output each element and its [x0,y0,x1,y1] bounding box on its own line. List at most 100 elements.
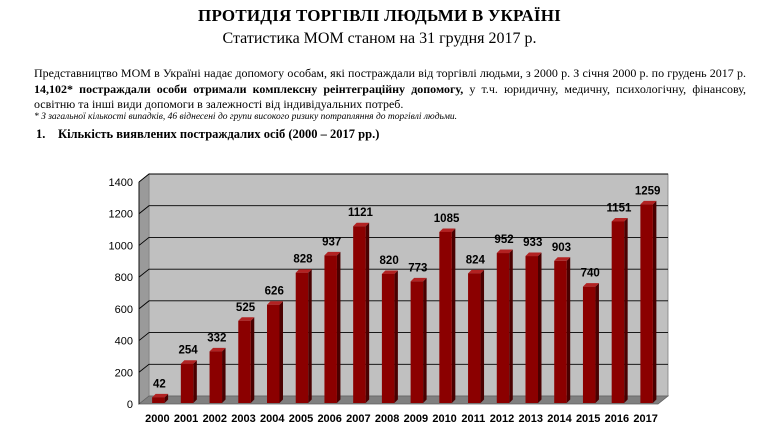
bar-top [209,347,226,352]
gridline [138,332,668,341]
bar-top [381,270,398,274]
bar-top [582,283,599,287]
data-label: 828 [293,254,313,266]
x-tick-label: 2013 [519,413,543,425]
bar [496,253,510,403]
x-tick-label: 2005 [289,413,313,425]
bar [324,255,337,403]
bar [295,272,309,403]
bar [238,320,251,403]
section-title: Кількість виявлених постраждалих осіб (2… [58,127,380,141]
page-title: ПРОТИДІЯ ТОРГІВЛІ ЛЮДЬМИ В УКРАЇНІ [198,6,561,25]
y-tick-label: 600 [115,304,133,316]
chart-side-wall [138,173,150,405]
intro-text-part1: Представництво МОМ в Україні надає допом… [34,66,746,80]
x-tick-label: 2006 [317,413,341,425]
bar [468,273,481,403]
section-number: 1. [36,127,46,141]
bar-top [267,301,283,305]
bar-side [566,257,571,403]
gridline [138,268,668,278]
bar-side [164,393,169,403]
footnote: * З загальної кількості випадків, 46 від… [34,112,458,122]
bar-top [640,200,657,205]
x-tick-label: 2002 [203,413,227,425]
bar [640,204,653,403]
x-tick-label: 2011 [461,413,485,425]
bar-side [250,317,255,403]
bar-side [595,283,599,403]
bar-side [480,269,485,403]
data-label: 1259 [635,185,661,197]
bar-top [496,249,513,254]
data-label: 903 [552,242,571,254]
bar [381,273,395,403]
x-tick-label: 2012 [490,413,514,425]
bar-top [324,251,341,256]
data-label: 254 [178,345,198,357]
bar-side [538,252,542,403]
bar [152,397,165,403]
bar-side [624,217,628,403]
bar-side [193,360,197,403]
data-label: 740 [581,268,600,280]
y-tick-label: 1400 [109,177,133,189]
bar-side [394,270,398,403]
bar [554,260,567,403]
x-tick-label: 2017 [633,413,657,425]
bar-side [336,251,341,403]
data-label: 42 [153,378,166,390]
data-label: 1121 [348,207,374,219]
x-tick-label: 2001 [174,413,198,425]
y-tick-label: 400 [115,336,133,348]
x-tick-label: 2009 [404,413,428,425]
bar-side [509,249,513,403]
bar-top [554,257,571,261]
gridline [138,300,668,310]
gridline [138,205,668,215]
data-label: 820 [380,255,399,267]
bar-top [439,228,456,232]
data-label: 937 [322,236,341,248]
bar-top [611,217,628,222]
y-tick-label: 200 [115,367,133,379]
x-tick-label: 2000 [145,413,169,425]
bar [582,286,596,403]
data-label: 1085 [434,213,460,225]
section-heading: 1. Кількість виявлених постраждалих осіб … [36,127,379,142]
bar-top [525,252,542,257]
x-tick-label: 2016 [605,413,629,425]
bar [611,221,625,403]
y-tick-label: 800 [115,272,133,284]
intro-text-bold: 14,102* постраждали особи отримали компл… [34,81,464,96]
y-tick-label: 1200 [109,209,133,221]
gridline [138,236,668,246]
bar-side [222,347,226,403]
x-tick-label: 2014 [547,413,572,425]
bar-top [238,317,255,321]
data-label: 952 [494,234,513,246]
data-label: 332 [207,332,226,344]
bar [439,231,452,403]
bar [180,363,194,403]
x-tick-label: 2007 [346,413,370,425]
bar-side [308,269,312,403]
x-tick-label: 2015 [576,413,600,425]
y-tick-label: 0 [127,399,133,411]
x-tick-label: 2004 [260,413,285,425]
bar-top [152,393,169,398]
page-subtitle: Статистика МОМ станом на 31 грудня 2017 … [222,30,537,47]
bar-top [295,269,312,273]
bar-side [652,200,657,403]
gridline [138,173,668,183]
bar-top [410,277,427,282]
bar-top [180,360,197,364]
bar-side [423,277,427,403]
bar-top [468,269,485,274]
intro-text-part2: у т.ч. юридичну, медичну, психологічну, … [34,81,746,112]
bar-side [451,228,456,403]
data-label: 525 [236,302,256,314]
intro-paragraph: Представництво МОМ в Україні надає допом… [34,66,746,113]
y-tick-label: 1000 [109,240,133,252]
